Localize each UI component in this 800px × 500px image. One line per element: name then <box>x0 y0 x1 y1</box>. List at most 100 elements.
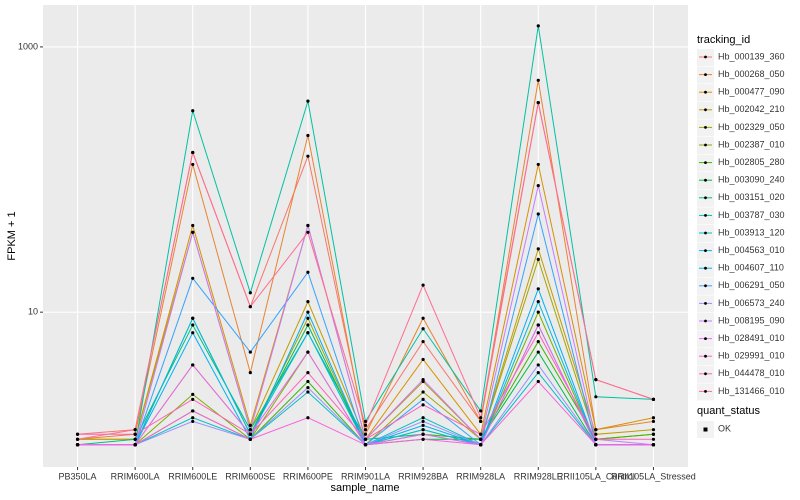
data-point <box>421 339 425 344</box>
data-point <box>248 350 252 354</box>
data-point <box>536 257 540 261</box>
data-point <box>306 371 310 375</box>
data-point <box>306 133 310 138</box>
data-point <box>248 423 252 428</box>
data-point <box>479 432 483 436</box>
data-point <box>191 276 195 280</box>
legend-point <box>704 73 707 76</box>
legend-point <box>704 90 707 94</box>
data-point <box>536 101 540 105</box>
legend-label: Hb_000139_360 <box>718 51 785 61</box>
x-tick-label: RRIM600LA <box>111 471 160 481</box>
data-point <box>479 419 483 424</box>
data-point <box>248 432 252 436</box>
legend-label: Hb_004563_010 <box>718 245 785 255</box>
legend-point <box>704 108 707 112</box>
data-point <box>421 416 425 420</box>
data-point <box>306 416 310 420</box>
data-point <box>191 150 195 155</box>
point-legend-swatch <box>703 427 708 432</box>
legend-point <box>704 214 707 217</box>
data-point <box>306 99 310 103</box>
data-point <box>363 443 368 447</box>
legend-label: Hb_002805_280 <box>718 157 785 167</box>
data-point <box>75 432 80 436</box>
legend-label: Hb_003787_030 <box>718 210 785 220</box>
data-point <box>306 270 310 274</box>
x-tick-label: RRIM600PE <box>283 471 333 481</box>
data-point <box>306 379 310 384</box>
data-point <box>306 390 310 394</box>
data-point <box>536 363 540 367</box>
x-tick-label: RRIM928LE <box>514 471 563 481</box>
x-tick-label: RRII105LA_Stressed <box>611 471 696 481</box>
data-point <box>306 154 310 158</box>
data-point <box>651 432 656 436</box>
data-point <box>248 291 252 295</box>
legend-title: tracking_id <box>697 34 750 46</box>
data-point <box>651 397 656 401</box>
data-point <box>306 331 310 335</box>
data-point <box>651 416 656 420</box>
legend-point <box>704 354 707 358</box>
x-tick-label: RRIM600LE <box>168 471 217 481</box>
data-point <box>536 323 540 327</box>
data-point <box>421 327 425 331</box>
data-point <box>363 428 368 432</box>
data-point <box>594 428 598 432</box>
legend-label: Hb_002387_010 <box>718 139 785 149</box>
legend-label: Hb_044478_010 <box>718 368 785 378</box>
data-point <box>306 385 310 390</box>
data-point <box>248 428 252 432</box>
y-tick-label: 10 <box>28 307 38 317</box>
legend-point <box>704 231 707 235</box>
data-point <box>536 162 540 167</box>
legend-label: Hb_004607_110 <box>718 263 784 273</box>
legend-label: Hb_006573_240 <box>718 298 785 308</box>
legend-point <box>704 302 707 305</box>
data-point <box>536 184 540 188</box>
data-point <box>421 428 425 432</box>
data-point <box>479 437 483 441</box>
legend-label: Hb_003913_120 <box>718 227 785 237</box>
data-point <box>306 230 310 234</box>
data-point <box>536 331 540 335</box>
legend-label: Hb_028491_010 <box>718 333 785 343</box>
point-legend-label: OK <box>718 423 731 433</box>
data-point <box>363 437 368 441</box>
legend-label: Hb_000477_090 <box>718 87 785 97</box>
data-point <box>594 395 598 399</box>
data-point <box>536 24 540 28</box>
data-point <box>306 310 310 314</box>
data-point <box>536 300 540 304</box>
legend-label: Hb_002329_050 <box>718 122 785 132</box>
data-point <box>133 432 137 436</box>
legend-point <box>704 143 707 147</box>
data-point <box>191 363 195 367</box>
data-point <box>191 162 195 167</box>
data-point <box>651 443 656 447</box>
data-point <box>248 305 252 309</box>
data-point <box>133 443 137 447</box>
data-point <box>133 428 137 432</box>
y-tick-label: 1000 <box>18 41 38 51</box>
data-point <box>536 310 540 314</box>
data-point <box>133 437 137 441</box>
x-tick-label: RRII105LA_Control <box>557 471 635 481</box>
data-point <box>421 390 425 394</box>
legend-point <box>704 161 707 165</box>
data-point <box>536 247 540 251</box>
data-point <box>421 397 425 401</box>
x-tick-label: RRIM901LA <box>341 471 390 481</box>
x-tick-label: RRIM928BA <box>398 471 448 481</box>
legend-label: Hb_003151_020 <box>718 192 785 202</box>
legend-point <box>704 249 707 253</box>
data-point <box>363 419 368 424</box>
legend-point <box>704 178 707 182</box>
data-point <box>536 371 540 375</box>
data-point <box>191 409 195 413</box>
data-point <box>594 437 598 441</box>
data-point <box>536 212 540 216</box>
data-point <box>191 331 195 335</box>
